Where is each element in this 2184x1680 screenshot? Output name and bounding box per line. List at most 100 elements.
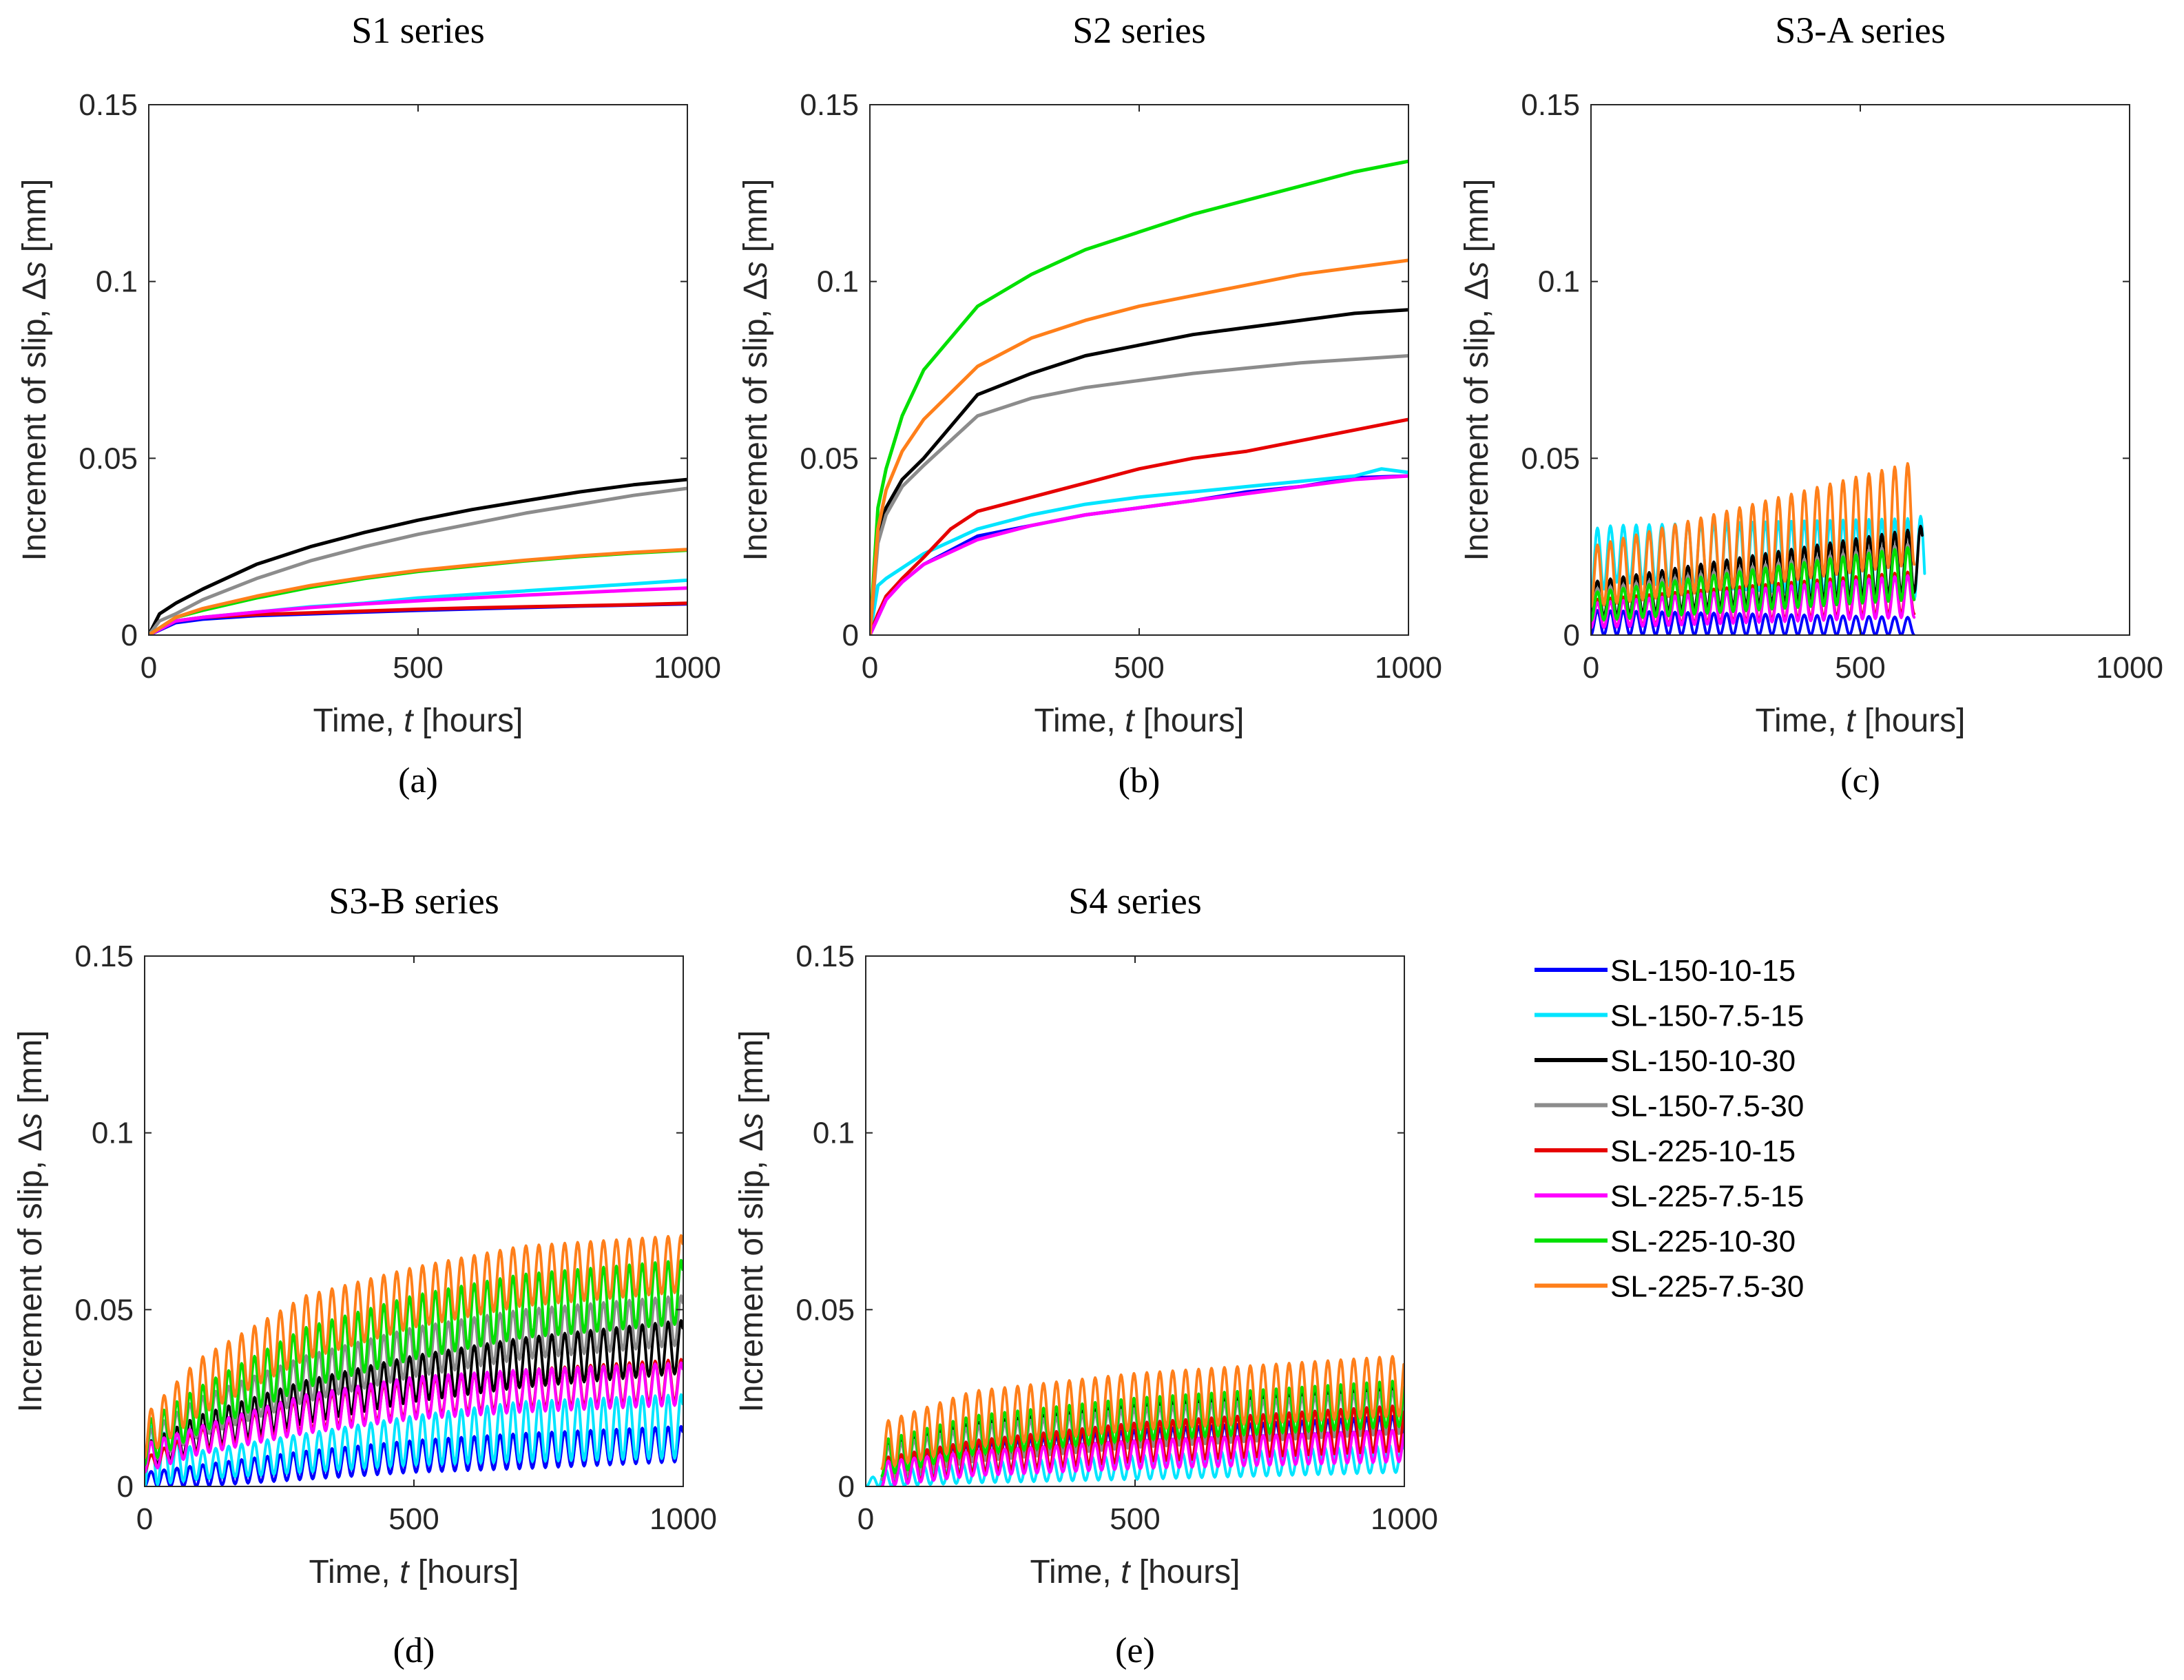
y-axis-label-prefix: Increment of slip, Δ — [738, 278, 774, 561]
legend: SL-150-10-15 SL-150-7.5-15 SL-150-10-30 SL-… — [1535, 954, 1804, 1304]
y-tick-label: 0.05 — [79, 442, 138, 475]
y-tick-label: 0 — [1563, 619, 1580, 652]
y-axis-label-suffix: [mm] — [738, 179, 774, 262]
panel-caption: (b) — [1119, 761, 1161, 800]
legend-label: SL-150-10-15 — [1610, 954, 1796, 988]
y-axis-label: Increment of slip, Δs [mm] — [734, 1030, 770, 1413]
legend-item: SL-150-10-15 — [1535, 954, 1796, 988]
panel-caption: (a) — [398, 761, 438, 800]
panel-caption: (c) — [1840, 761, 1880, 800]
x-tick-label: 1000 — [1371, 1502, 1438, 1536]
y-tick-label: 0.1 — [1538, 265, 1580, 299]
series-line-SL-225-7.5-30 — [145, 1234, 683, 1460]
legend-label: SL-150-10-30 — [1610, 1044, 1796, 1078]
y-axis-label-suffix: [mm] — [1459, 179, 1495, 262]
x-tick-label: 1000 — [1375, 651, 1442, 685]
series-line-SL-150-7.5-15 — [866, 1442, 1404, 1486]
x-axis-label-suffix: [hours] — [413, 703, 523, 739]
x-tick-label: 500 — [393, 651, 443, 685]
series-line-SL-150-7.5-15 — [145, 1393, 683, 1486]
series-group — [145, 1234, 683, 1486]
x-axis-label-suffix: [hours] — [1130, 1554, 1240, 1590]
series-line-SL-225-10-15 — [870, 417, 1408, 635]
chart-panel-e: 0 500 1000 0 0.05 0.1 0.15 Time, t [hours] Incre… — [734, 880, 1438, 1670]
x-tick-label: 1000 — [649, 1502, 717, 1536]
x-axis-label-prefix: Time, — [313, 703, 404, 739]
x-axis-label-prefix: Time, — [1756, 703, 1847, 739]
legend-item: SL-225-7.5-30 — [1535, 1270, 1804, 1304]
x-axis-label-suffix: [hours] — [408, 1554, 519, 1590]
legend-item: SL-225-10-15 — [1535, 1134, 1796, 1168]
series-line-SL-225-7.5-15 — [145, 1361, 683, 1474]
x-axis-label-suffix: [hours] — [1134, 703, 1244, 739]
y-axis-label-var: s — [1459, 262, 1495, 278]
y-tick-label: 0 — [842, 619, 859, 652]
series-line-SL-225-7.5-15 — [880, 1429, 1404, 1486]
y-tick-label: 0 — [117, 1470, 134, 1504]
series-line-SL-150-10-30 — [870, 308, 1408, 635]
legend-item: SL-150-7.5-15 — [1535, 999, 1804, 1033]
series-line-SL-225-10-30 — [870, 159, 1408, 635]
x-tick-label: 0 — [862, 651, 878, 685]
series-group — [866, 1355, 1404, 1486]
y-tick-label: 0.05 — [1521, 442, 1580, 475]
y-axis-label: Increment of slip, Δs [mm] — [12, 1030, 49, 1413]
x-tick-label: 500 — [1835, 651, 1885, 685]
y-tick-label: 0 — [838, 1470, 855, 1504]
x-tick-label: 0 — [136, 1502, 153, 1536]
x-tick-label: 500 — [1114, 651, 1164, 685]
chart-title: S3-A series — [1775, 10, 1945, 51]
y-axis-label-var: s — [738, 262, 774, 278]
y-axis-label: Increment of slip, Δs [mm] — [1459, 179, 1495, 561]
y-axis-label-var: s — [12, 1113, 49, 1130]
chart-panel-d: 0 500 1000 0 0.05 0.1 0.15 Time, t [hours] Incre… — [12, 880, 717, 1670]
series-line-SL-225-10-30 — [145, 1258, 683, 1467]
y-axis-label-suffix: [mm] — [12, 1030, 49, 1113]
legend-label: SL-225-7.5-30 — [1610, 1270, 1804, 1304]
x-axis-label-var: t — [1125, 703, 1135, 739]
y-tick-label: 0.15 — [795, 940, 855, 973]
legend-label: SL-225-7.5-15 — [1610, 1180, 1804, 1214]
panels: 0 500 1000 0 0.05 0.1 0.15 Time, t [hours] Incre… — [12, 10, 2163, 1670]
x-tick-label: 500 — [1110, 1502, 1160, 1536]
series-line-SL-225-7.5-30 — [880, 1355, 1404, 1471]
x-axis-label-prefix: Time, — [1030, 1554, 1121, 1590]
x-axis-label: Time, t [hours] — [313, 703, 523, 739]
x-tick-label: 0 — [857, 1502, 874, 1536]
x-axis-label-var: t — [399, 1554, 410, 1590]
x-axis-label-prefix: Time, — [1034, 703, 1125, 739]
series-line-SL-150-7.5-30 — [145, 1294, 683, 1467]
x-tick-label: 500 — [388, 1502, 439, 1536]
plot-area — [149, 105, 687, 635]
chart-title: S1 series — [351, 10, 484, 51]
x-axis-label-var: t — [1846, 703, 1856, 739]
series-line-SL-150-10-15 — [145, 1424, 683, 1486]
chart-title: S2 series — [1072, 10, 1205, 51]
chart-title: S4 series — [1068, 880, 1201, 922]
series-group — [870, 159, 1408, 635]
legend-item: SL-225-10-30 — [1535, 1225, 1796, 1258]
x-axis-label: Time, t [hours] — [1030, 1554, 1240, 1590]
y-tick-label: 0.05 — [74, 1293, 134, 1327]
series-line-SL-150-7.5-30 — [149, 486, 687, 635]
y-axis-label-var: s — [734, 1113, 770, 1130]
panel-caption: (e) — [1115, 1631, 1155, 1670]
series-group — [1591, 462, 1926, 635]
y-axis-label-prefix: Increment of slip, Δ — [1459, 278, 1495, 561]
y-axis-label-prefix: Increment of slip, Δ — [17, 278, 53, 561]
series-group — [149, 477, 687, 635]
y-tick-label: 0.15 — [1521, 88, 1580, 122]
legend-label: SL-150-7.5-15 — [1610, 999, 1804, 1033]
y-tick-label: 0.15 — [79, 88, 138, 122]
chart-panel-a: 0 500 1000 0 0.05 0.1 0.15 Time, t [hours] Incre… — [17, 10, 721, 800]
x-axis-label-prefix: Time, — [309, 1554, 400, 1590]
panel-caption: (d) — [393, 1631, 435, 1670]
chart-title: S3-B series — [329, 880, 499, 922]
series-line-SL-225-7.5-30 — [149, 548, 687, 635]
x-axis-label-suffix: [hours] — [1855, 703, 1965, 739]
series-line-SL-225-10-30 — [1591, 546, 1916, 623]
y-axis-label-prefix: Increment of slip, Δ — [12, 1130, 49, 1413]
y-axis-label: Increment of slip, Δs [mm] — [17, 179, 53, 561]
y-tick-label: 0.1 — [813, 1117, 855, 1150]
